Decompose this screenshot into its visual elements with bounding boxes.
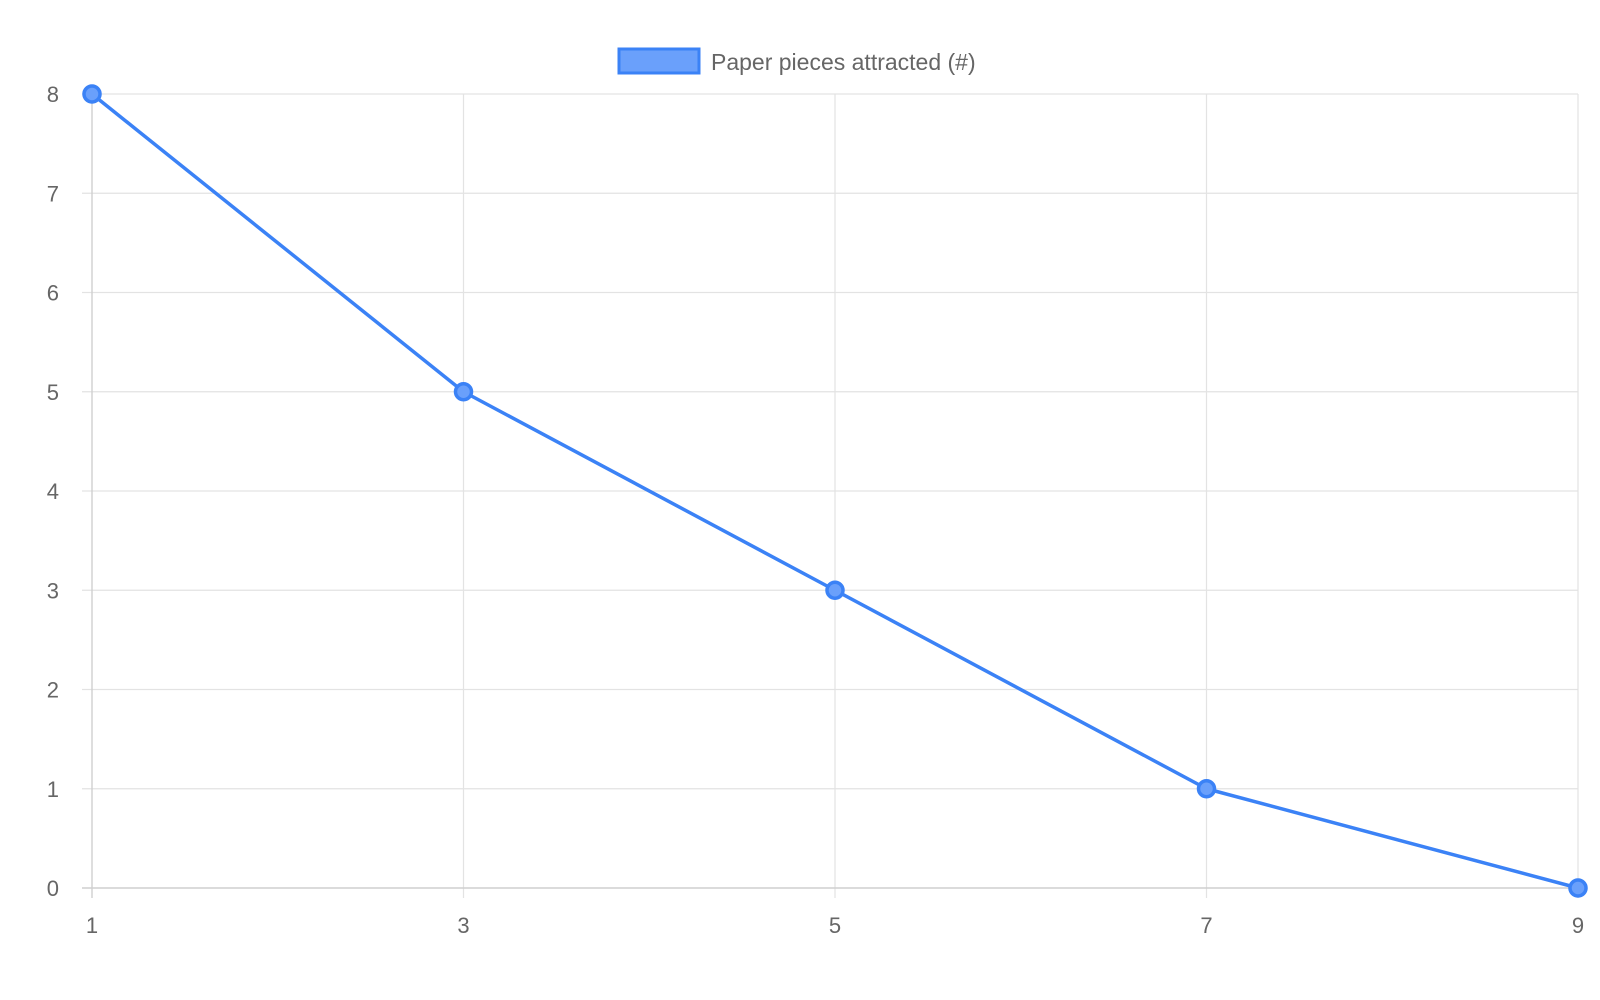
x-tick-label: 5 (829, 913, 841, 938)
y-tick-label: 7 (47, 181, 59, 206)
y-tick-label: 6 (47, 281, 59, 306)
data-point[interactable] (1196, 779, 1217, 799)
x-tick-label: 9 (1572, 913, 1584, 938)
y-tick-label: 8 (47, 82, 59, 107)
y-tick-label: 1 (47, 777, 59, 802)
x-axis-tick-labels: 1 3 5 7 9 (86, 913, 1584, 938)
y-axis-tick-labels: 0 1 2 3 4 5 6 7 8 (47, 82, 59, 901)
data-point[interactable] (453, 382, 474, 402)
data-point[interactable] (82, 84, 102, 104)
legend[interactable]: Paper pieces attracted (#) (617, 47, 976, 75)
axes (82, 94, 1578, 898)
grid-lines (82, 93, 1579, 898)
x-tick-label: 7 (1200, 913, 1212, 938)
data-point[interactable] (825, 580, 845, 600)
data-point[interactable] (1568, 878, 1588, 898)
legend-label[interactable]: Paper pieces attracted (#) (711, 49, 976, 75)
y-tick-label: 5 (47, 380, 59, 405)
y-tick-label: 2 (47, 678, 59, 703)
y-tick-label: 4 (47, 479, 59, 504)
x-tick-label: 1 (86, 913, 98, 938)
legend-swatch[interactable] (617, 47, 701, 75)
series-layer (82, 84, 1588, 898)
y-tick-label: 3 (47, 578, 59, 603)
x-tick-label: 3 (457, 913, 469, 938)
y-tick-label: 0 (47, 876, 59, 901)
